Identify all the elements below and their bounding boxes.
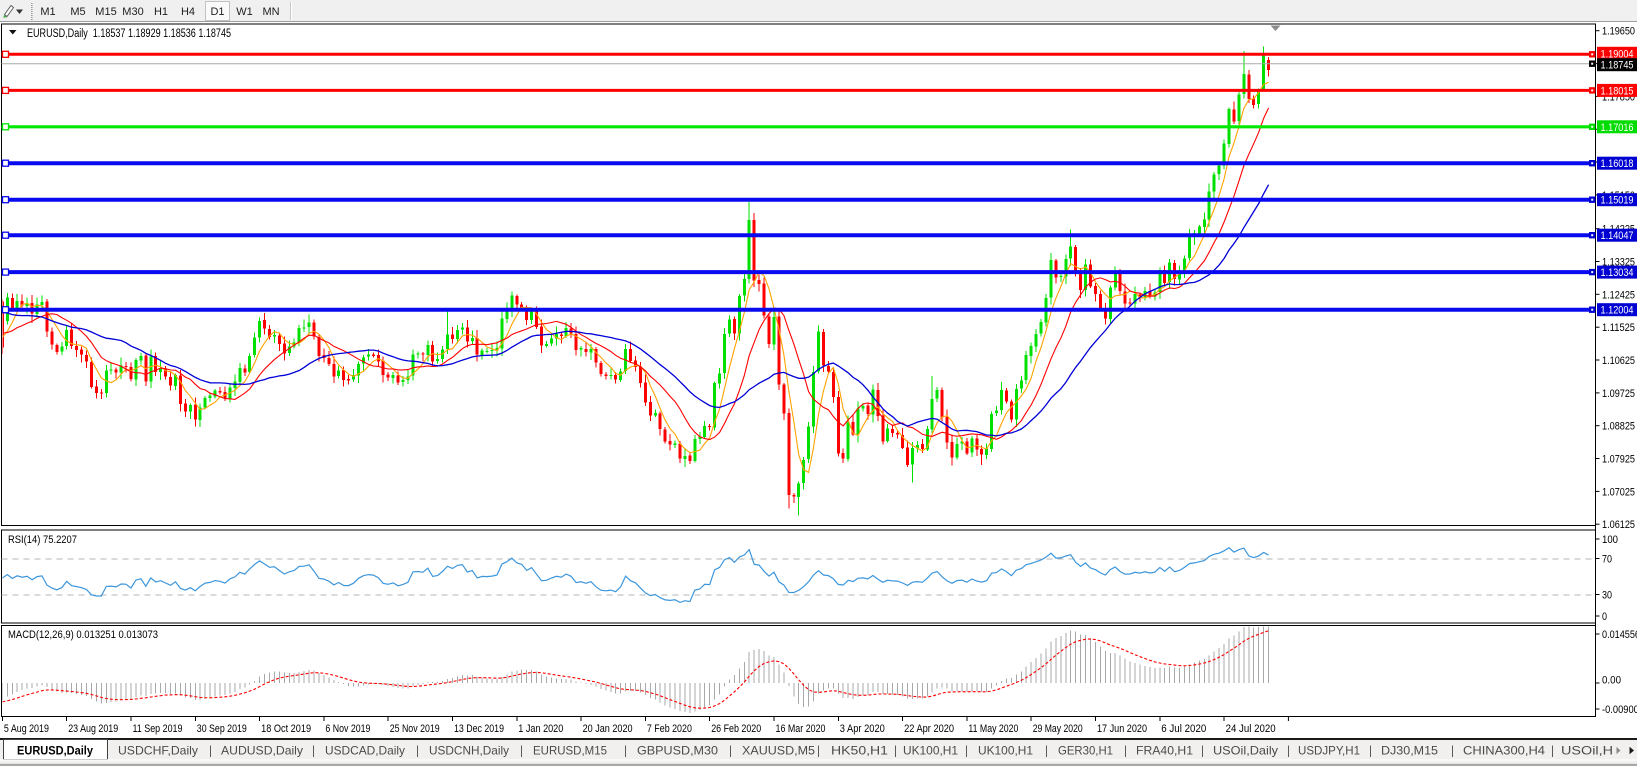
svg-text:CHINA300,H4: CHINA300,H4 <box>1463 744 1545 758</box>
svg-text:29 May 2020: 29 May 2020 <box>1033 723 1083 735</box>
svg-text:FRA40,H1: FRA40,H1 <box>1136 744 1193 758</box>
svg-text:USOil,Daily: USOil,Daily <box>1213 744 1278 758</box>
svg-text:|: | <box>416 746 419 758</box>
svg-text:6 Jul 2020: 6 Jul 2020 <box>1161 723 1206 735</box>
svg-text:11 Sep 2019: 11 Sep 2019 <box>133 723 183 735</box>
svg-text:H1: H1 <box>154 6 168 18</box>
svg-text:|: | <box>729 746 732 758</box>
svg-text:UK100,H1: UK100,H1 <box>978 744 1033 758</box>
svg-text:USDCAD,Daily: USDCAD,Daily <box>325 744 405 758</box>
svg-text:24 Jul 2020: 24 Jul 2020 <box>1226 723 1276 735</box>
svg-text:1.19004: 1.19004 <box>1601 48 1634 60</box>
svg-text:1.07925: 1.07925 <box>1602 454 1635 466</box>
svg-text:USOil,H: USOil,H <box>1561 744 1613 758</box>
svg-text:1.16018: 1.16018 <box>1601 158 1634 170</box>
svg-text:1.09725: 1.09725 <box>1602 388 1635 400</box>
svg-text:13 Dec 2019: 13 Dec 2019 <box>454 723 504 735</box>
svg-text:USDCHF,Daily: USDCHF,Daily <box>118 744 198 758</box>
svg-text:W1: W1 <box>236 6 253 18</box>
svg-text:22 Apr 2020: 22 Apr 2020 <box>904 723 954 735</box>
svg-text:USDJPY,H1: USDJPY,H1 <box>1298 744 1360 758</box>
svg-text:1.13034: 1.13034 <box>1601 267 1634 279</box>
svg-text:1.12425: 1.12425 <box>1602 289 1635 301</box>
svg-text:1.15019: 1.15019 <box>1601 195 1634 207</box>
svg-text:16 Mar 2020: 16 Mar 2020 <box>776 723 826 735</box>
svg-text:|: | <box>1201 746 1204 758</box>
svg-text:|: | <box>965 746 968 758</box>
svg-text:EURUSD,Daily: EURUSD,Daily <box>17 744 93 758</box>
svg-text:25 Nov 2019: 25 Nov 2019 <box>390 723 440 735</box>
svg-text:EURUSD,M15: EURUSD,M15 <box>533 744 607 758</box>
svg-text:|: | <box>520 746 523 758</box>
svg-text:|: | <box>312 746 315 758</box>
svg-text:|: | <box>1045 746 1048 758</box>
svg-text:AUDUSD,Daily: AUDUSD,Daily <box>221 744 303 758</box>
svg-text:70: 70 <box>1602 554 1612 566</box>
svg-text:|: | <box>1451 746 1454 758</box>
svg-text:XAUUSD,M5: XAUUSD,M5 <box>742 744 815 758</box>
svg-text:0.014556: 0.014556 <box>1602 629 1637 641</box>
svg-text:30: 30 <box>1602 590 1612 602</box>
svg-text:1.06125: 1.06125 <box>1602 519 1635 531</box>
svg-text:100: 100 <box>1602 534 1618 546</box>
svg-text:17 Jun 2020: 17 Jun 2020 <box>1097 723 1147 735</box>
svg-text:HK50,H1: HK50,H1 <box>831 744 888 758</box>
svg-text:MACD(12,26,9) 0.013251 0.01307: MACD(12,26,9) 0.013251 0.013073 <box>8 629 158 641</box>
svg-text:1.10625: 1.10625 <box>1602 355 1635 367</box>
svg-text:3 Apr 2020: 3 Apr 2020 <box>840 723 885 735</box>
svg-text:1.08825: 1.08825 <box>1602 421 1635 433</box>
svg-text:MN: MN <box>262 6 279 18</box>
svg-text:0: 0 <box>1602 611 1607 623</box>
svg-text:DJ30,M15: DJ30,M15 <box>1381 744 1438 758</box>
svg-text:1.18745: 1.18745 <box>1601 60 1634 72</box>
svg-text:1.19650: 1.19650 <box>1602 26 1635 38</box>
svg-text:1.14047: 1.14047 <box>1601 230 1634 242</box>
svg-text:30 Sep 2019: 30 Sep 2019 <box>197 723 247 735</box>
svg-text:|: | <box>894 746 897 758</box>
svg-text:26 Feb 2020: 26 Feb 2020 <box>711 723 761 735</box>
svg-text:M5: M5 <box>70 6 85 18</box>
svg-text:|: | <box>817 746 820 758</box>
svg-text:GBPUSD,M30: GBPUSD,M30 <box>637 744 718 758</box>
svg-text:1.07025: 1.07025 <box>1602 486 1635 498</box>
svg-text:6 Nov 2019: 6 Nov 2019 <box>325 723 370 735</box>
svg-text:GER30,H1: GER30,H1 <box>1058 744 1113 758</box>
svg-text:D1: D1 <box>210 6 224 18</box>
svg-text:|: | <box>1551 746 1554 758</box>
svg-text:|: | <box>1369 746 1372 758</box>
svg-text:USDCNH,Daily: USDCNH,Daily <box>429 744 509 758</box>
svg-text:M15: M15 <box>95 6 116 18</box>
svg-text:23 Aug 2019: 23 Aug 2019 <box>68 723 118 735</box>
svg-text:EURUSD,Daily 1.18537 1.18929: EURUSD,Daily 1.18537 1.18929 1.18536 1.1… <box>27 28 231 40</box>
svg-text:0.00: 0.00 <box>1602 675 1621 687</box>
svg-text:UK100,H1: UK100,H1 <box>903 744 958 758</box>
svg-text:1.17016: 1.17016 <box>1601 122 1634 134</box>
svg-text:|: | <box>624 746 627 758</box>
svg-text:1.12004: 1.12004 <box>1601 305 1634 317</box>
svg-text:M30: M30 <box>122 6 143 18</box>
svg-text:20 Jan 2020: 20 Jan 2020 <box>583 723 633 735</box>
svg-text:H4: H4 <box>181 6 195 18</box>
svg-text:1.18015: 1.18015 <box>1601 85 1634 97</box>
svg-text:RSI(14) 75.2207: RSI(14) 75.2207 <box>8 534 77 546</box>
svg-text:|: | <box>1287 746 1290 758</box>
svg-text:M1: M1 <box>40 6 55 18</box>
svg-text:5 Aug 2019: 5 Aug 2019 <box>4 723 49 735</box>
svg-text:11 May 2020: 11 May 2020 <box>968 723 1018 735</box>
svg-text:1.13325: 1.13325 <box>1602 257 1635 269</box>
svg-text:1 Jan 2020: 1 Jan 2020 <box>518 723 563 735</box>
svg-text:|: | <box>1124 746 1127 758</box>
svg-text:7 Feb 2020: 7 Feb 2020 <box>647 723 692 735</box>
svg-text:18 Oct 2019: 18 Oct 2019 <box>261 723 311 735</box>
svg-text:1.11525: 1.11525 <box>1602 322 1635 334</box>
svg-text:|: | <box>209 746 212 758</box>
